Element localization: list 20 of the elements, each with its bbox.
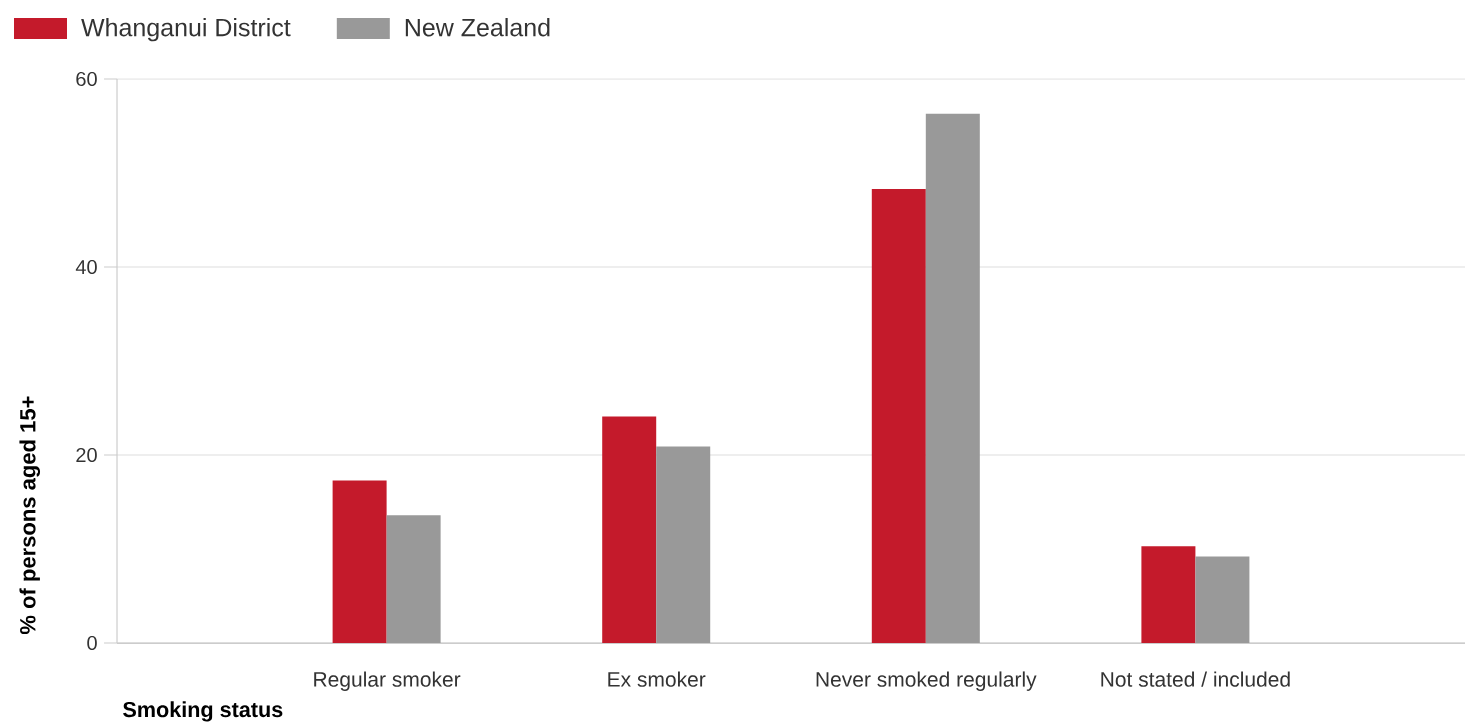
x-tick-label: Ex smoker <box>608 671 706 687</box>
y-tick-label: 40 <box>75 259 97 275</box>
x-tick-label: Regular smoker <box>314 671 461 691</box>
y-tick-label: 0 <box>87 635 97 651</box>
bar <box>656 446 711 643</box>
y-tick-label: 60 <box>76 71 97 87</box>
x-axis-title: Smoking status <box>123 701 283 722</box>
bar <box>386 515 441 643</box>
bar <box>602 416 657 643</box>
bar <box>1141 546 1196 643</box>
y-tick-label: 20 <box>76 447 97 463</box>
x-tick-label: Not stated / included <box>1101 671 1290 687</box>
bar <box>925 113 980 643</box>
x-tick-label: Never smoked regularly <box>816 671 1037 691</box>
bar <box>332 480 387 643</box>
y-axis-title: % of persons aged 15+ <box>19 396 41 635</box>
bar <box>1195 556 1250 643</box>
bar <box>871 188 926 643</box>
legend-label: Whanganui District <box>81 18 291 42</box>
legend-label: New Zealand <box>405 18 550 37</box>
